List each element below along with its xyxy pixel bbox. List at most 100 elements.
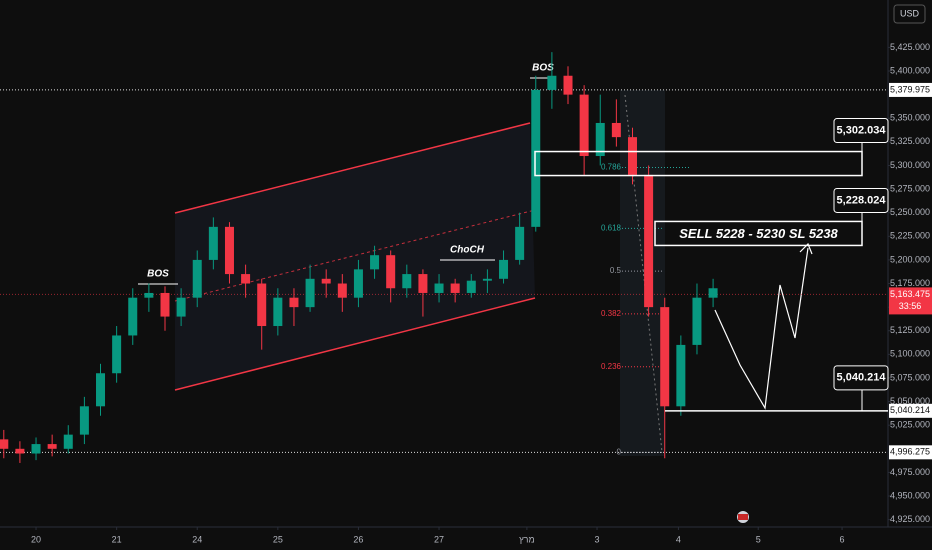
fib-label: 0 (617, 447, 622, 456)
y-tick-label: 5,050.000 (890, 396, 930, 406)
y-tick-label: 5,225.000 (890, 231, 930, 241)
candle-body (563, 75, 573, 95)
candle-body (305, 278, 315, 308)
candle-body (15, 448, 25, 454)
candle-body (241, 274, 251, 284)
candle-body (63, 434, 73, 449)
x-tick-label: 21 (112, 534, 122, 544)
y-tick-label: 5,425.000 (890, 42, 930, 52)
price-badge (889, 403, 932, 418)
candle-body (79, 406, 89, 435)
event-flag (738, 514, 748, 520)
level-badge (833, 187, 889, 213)
y-tick-label: 5,200.000 (890, 254, 930, 264)
level-badge (833, 118, 889, 144)
candle-body (289, 297, 299, 308)
trade-note: SELL 5228 - 5230 SL 5238 (679, 226, 838, 241)
y-tick-label: 5,175.000 (890, 278, 930, 288)
channel-bottom (174, 297, 536, 391)
level-badge-label: 5,040.214 (837, 372, 887, 384)
countdown: 33:56 (899, 301, 922, 311)
y-tick-label: 4,925.000 (890, 514, 930, 524)
candle-body (466, 280, 476, 293)
x-tick-label: 25 (273, 534, 283, 544)
candle-body (676, 344, 686, 407)
candle-body (708, 288, 718, 298)
candle-body (499, 259, 509, 279)
x-tick-label: 4 (676, 534, 681, 544)
price-badge-label: 5,379.975 (890, 84, 930, 94)
y-tick-label: 5,300.000 (890, 160, 930, 170)
x-tick-label: 6 (840, 534, 845, 544)
x-tick-label: 26 (353, 534, 363, 544)
price-badge-label: 5,040.214 (890, 405, 930, 415)
candle-body (595, 122, 605, 157)
candle-body (112, 335, 122, 374)
fib-label: 0.786 (601, 163, 622, 172)
y-tick-label: 5,125.000 (890, 325, 930, 335)
x-tick-label: 20 (31, 534, 41, 544)
x-tick-label: 27 (434, 534, 444, 544)
candle-body (611, 122, 621, 138)
currency-box[interactable] (893, 4, 926, 24)
candle-body (370, 255, 380, 270)
candle-body (644, 174, 654, 308)
candle-body (321, 278, 331, 284)
bos-label: BOS (147, 269, 169, 280)
candle-body (482, 278, 492, 281)
x-tick-label: 3 (595, 534, 600, 544)
current-price-label: 5,163.475 (890, 289, 930, 299)
fib-label: 0.618 (601, 223, 622, 232)
candle-body (208, 226, 218, 260)
candle-body (531, 89, 541, 227)
candle-body (96, 373, 106, 407)
y-tick-label: 5,075.000 (890, 372, 930, 382)
y-tick-label: 5,025.000 (890, 420, 930, 430)
candle-body (224, 226, 234, 275)
candle-body (692, 297, 702, 345)
x-tick-label: 24 (192, 534, 202, 544)
channel-top (174, 122, 531, 214)
candle-body (418, 274, 428, 293)
price-badge (889, 82, 932, 97)
candle-body (176, 297, 186, 317)
fib-label: 0.382 (601, 309, 622, 318)
candle-body (273, 297, 283, 327)
candle-body (47, 444, 57, 449)
candle-body (353, 269, 363, 298)
bos-label: BOS (532, 63, 554, 74)
price-badge-label: 4,996.275 (890, 447, 930, 457)
candle-body (144, 292, 154, 298)
candle-body (160, 292, 170, 317)
y-tick-label: 5,350.000 (890, 113, 930, 123)
x-tick-label: מרץ (519, 534, 535, 544)
x-tick-label: 5 (756, 534, 761, 544)
y-tick-label: 5,100.000 (890, 349, 930, 359)
y-tick-label: 5,275.000 (890, 183, 930, 193)
level-badge (833, 365, 889, 391)
candle-body (579, 94, 589, 157)
candle-body (627, 137, 637, 175)
level-badge-label: 5,302.034 (837, 124, 887, 136)
candle-body (128, 297, 138, 336)
y-tick-label: 4,950.000 (890, 490, 930, 500)
candle-body (386, 255, 396, 289)
channel-mid (174, 209, 536, 302)
candle-body (434, 283, 444, 293)
candle-body (0, 439, 9, 449)
candle-body (515, 226, 525, 260)
y-tick-label: 5,400.000 (890, 65, 930, 75)
fib-label: 0.5 (610, 266, 622, 275)
projection-path (714, 247, 809, 410)
y-tick-label: 4,975.000 (890, 467, 930, 477)
candle-body (337, 283, 347, 298)
choch-label: ChoCH (450, 245, 485, 256)
candle-body (660, 307, 670, 407)
candle-body (31, 444, 41, 454)
candle-body (402, 274, 412, 289)
candle-body (547, 75, 557, 90)
currency[interactable]: USD (900, 8, 920, 18)
projection-arrow (799, 242, 813, 255)
fib-label: 0.236 (601, 362, 622, 371)
